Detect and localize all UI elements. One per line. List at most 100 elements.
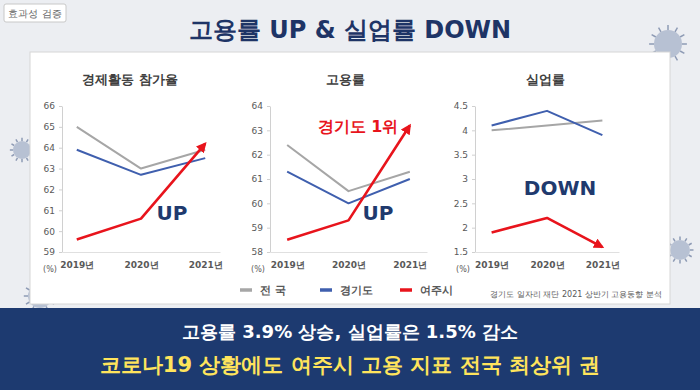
y-tick-mark: [267, 106, 270, 107]
y-tick-mark: [267, 130, 270, 131]
y-tick-mark: [472, 252, 475, 253]
virus-spike: [673, 238, 675, 241]
legend-swatch: [400, 288, 412, 292]
x-axis: 2019년 2020년 2021년: [271, 252, 428, 270]
y-tick: 66: [44, 101, 62, 111]
y-tick-mark: [267, 252, 270, 253]
y-axis: 5960616263646566: [44, 101, 63, 257]
plot-lines: [492, 111, 603, 247]
y-tick: 3: [462, 174, 475, 184]
y-tick-mark: [267, 155, 270, 156]
virus-spike: [682, 43, 687, 45]
y-tick-mark: [472, 228, 475, 229]
y-tick: 63: [44, 164, 62, 174]
virus-spike: [26, 288, 30, 290]
y-tick: 60: [252, 199, 270, 209]
y-tick-label: 62: [252, 150, 263, 160]
y-tick-mark: [59, 231, 62, 232]
y-tick-mark: [59, 252, 62, 253]
y-tick: 1.5: [454, 247, 475, 257]
x-tick-label: 2021년: [189, 260, 223, 270]
virus-spike: [21, 138, 23, 141]
x-tick-label: 2021년: [393, 260, 427, 270]
virus-spike: [26, 302, 30, 304]
y-tick-mark: [472, 203, 475, 204]
x-tick: 2020년: [124, 252, 158, 270]
footer-line2: 코로나19 상황에도 여주시 고용 지표 전국 최상위 권: [100, 353, 600, 377]
y-tick-label: 60: [252, 199, 264, 209]
plot-lines: [287, 125, 410, 239]
y-tick-label: 4.5: [454, 101, 468, 111]
y-tick-mark: [472, 106, 475, 107]
legend-label: 전 국: [260, 284, 286, 297]
series-line: [492, 111, 603, 135]
virus-spike: [16, 139, 18, 142]
y-tick: 62: [252, 150, 270, 160]
virus-spike: [667, 25, 669, 30]
x-tick: 2021년: [189, 252, 223, 270]
virus-spike: [21, 159, 23, 162]
y-tick: 3.5: [454, 150, 475, 160]
virus-spike: [680, 35, 684, 37]
y-tick: 2.5: [454, 199, 475, 209]
y-tick: 4.5: [454, 101, 475, 111]
x-tick-label: 2019년: [271, 260, 305, 270]
footer-line1: 고용률 3.9% 상승, 실업률은 1.5% 감소: [182, 321, 518, 342]
legend-label: 경기도: [340, 284, 373, 297]
x-axis-line: [476, 252, 620, 253]
virus-spike: [679, 260, 681, 264]
series-line: [77, 150, 205, 175]
y-tick: 61: [252, 174, 270, 184]
header-tag-box: [4, 4, 66, 22]
y-tick: 61: [44, 206, 62, 216]
x-tick: 2020년: [332, 252, 366, 270]
y-tick-label: 65: [44, 122, 55, 132]
virus-spike: [11, 144, 14, 146]
y-axis-label: (%): [43, 265, 57, 274]
y-tick-mark: [59, 210, 62, 211]
y-tick-label: 3.5: [454, 150, 468, 160]
y-tick-label: 3: [462, 174, 468, 184]
virus-spike: [11, 155, 14, 157]
x-tick: 2020년: [530, 252, 564, 270]
y-tick: 59: [252, 223, 270, 233]
y-axis-line: [475, 107, 476, 253]
y-tick: 64: [44, 143, 62, 153]
virus-body: [13, 141, 31, 159]
x-tick-label: 2021년: [586, 260, 620, 270]
virus-spike: [675, 28, 677, 32]
y-axis-line: [62, 107, 63, 253]
chart: 고용률585960616263642019년2020년2021년(%)경기도 1…: [251, 72, 427, 274]
x-axis-line: [63, 252, 221, 253]
x-tick: 2021년: [586, 252, 620, 270]
annotation: 경기도 1위: [318, 117, 399, 136]
virus-spike: [685, 259, 687, 262]
chart: 실업률1.522.533.544.52019년2020년2021년(%)DOWN: [454, 72, 620, 274]
y-axis-label: (%): [456, 265, 470, 274]
virus-spike: [673, 259, 675, 262]
virus-spike: [680, 51, 684, 53]
y-tick-mark: [267, 203, 270, 204]
virus-spike: [24, 295, 28, 297]
canvas: 효과성 검증고용률 UP & 실업률 DOWN경제활동 참가율596061626…: [0, 0, 700, 390]
x-tick: 2021년: [393, 252, 427, 270]
virus-body: [670, 240, 690, 260]
virus-spike: [659, 28, 661, 32]
y-tick: 59: [44, 247, 62, 257]
series-line: [287, 125, 410, 239]
legend: 전 국경기도여주시: [240, 284, 453, 297]
virus-spike: [27, 139, 29, 142]
source-note: 경기도 일자리 재단 2021 상반기 고용동향 분석: [490, 290, 662, 299]
y-axis: 1.522.533.544.5: [454, 101, 476, 257]
y-tick-label: 2: [462, 223, 468, 233]
y-axis-label: (%): [251, 265, 265, 274]
y-tick-mark: [472, 130, 475, 131]
chart-panel: [30, 52, 670, 304]
x-tick: 2019년: [475, 252, 509, 270]
y-tick-mark: [59, 189, 62, 190]
annotation: UP: [363, 201, 394, 225]
virus-spike: [690, 249, 694, 251]
y-axis: 58596061626364: [252, 101, 271, 257]
series-line: [287, 172, 410, 204]
virus-spike: [685, 238, 687, 241]
